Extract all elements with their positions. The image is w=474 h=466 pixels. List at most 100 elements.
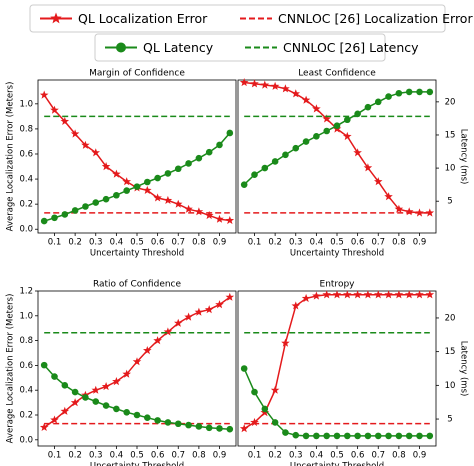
marker: [205, 424, 213, 432]
marker: [92, 199, 100, 206]
marker: [226, 425, 234, 433]
x-tick-label: 0.2: [268, 451, 282, 461]
marker: [333, 122, 341, 130]
marker: [91, 385, 100, 394]
marker: [374, 98, 382, 106]
marker: [204, 210, 214, 220]
x-tick-label: 0.5: [130, 238, 144, 248]
marker: [313, 132, 320, 140]
marker: [425, 290, 435, 299]
plot-frame: [37, 290, 237, 447]
marker: [40, 217, 48, 225]
marker: [271, 158, 279, 165]
marker: [415, 290, 424, 299]
marker: [153, 336, 162, 345]
marker: [143, 346, 152, 355]
marker: [215, 300, 224, 309]
marker: [384, 290, 393, 299]
x-tick-label: 0.7: [371, 238, 385, 248]
y2-tick-label: 15: [445, 130, 456, 140]
x-tick-label: 0.8: [192, 451, 206, 461]
marker: [226, 129, 234, 137]
marker: [113, 191, 120, 199]
x-tick-label: 0.3: [289, 238, 303, 248]
legend-label: CNNLOC [26] Latency: [283, 40, 419, 55]
marker: [270, 385, 280, 394]
marker: [404, 207, 414, 216]
x-tick-label: 0.4: [310, 451, 324, 461]
x-tick-label: 0.5: [330, 451, 344, 461]
marker: [395, 432, 403, 440]
marker: [405, 88, 413, 96]
marker: [194, 307, 204, 316]
marker: [395, 89, 403, 97]
marker: [133, 183, 141, 190]
subplot-title: Least Confidence: [298, 69, 376, 79]
marker: [184, 312, 193, 321]
x-tick-label: 0.3: [89, 451, 103, 461]
x-tick-label: 0.8: [392, 451, 406, 461]
x-axis-label: Uncertainty Threshold: [290, 462, 384, 466]
y-tick-label: 0.0: [19, 435, 33, 445]
marker: [344, 116, 351, 124]
marker: [82, 203, 89, 210]
x-tick-label: 0.9: [413, 238, 427, 248]
marker: [143, 185, 152, 194]
marker: [250, 79, 259, 88]
series-line: [243, 91, 430, 186]
y2-axis-label: Latency (ms): [459, 129, 469, 185]
marker: [225, 292, 235, 301]
marker: [282, 429, 289, 436]
y-tick-label: 1.0: [19, 99, 33, 109]
marker: [239, 78, 249, 87]
x-tick-label: 0.2: [68, 451, 82, 461]
marker: [112, 169, 121, 178]
marker: [302, 138, 310, 145]
x-tick-label: 0.8: [392, 238, 406, 248]
x-tick-label: 0.3: [89, 238, 103, 248]
legend-label: QL Localization Error: [78, 11, 208, 26]
y-tick-label: 0.8: [19, 124, 33, 134]
marker: [270, 81, 280, 90]
marker: [251, 171, 258, 179]
x-tick-label: 0.2: [268, 238, 282, 248]
marker: [174, 199, 183, 208]
marker: [301, 293, 311, 303]
marker: [416, 432, 423, 440]
marker: [216, 141, 223, 149]
x-axis-label: Uncertainty Threshold: [90, 462, 184, 466]
marker: [240, 181, 248, 188]
x-tick-label: 0.4: [110, 238, 124, 248]
marker: [144, 414, 151, 421]
marker: [144, 178, 151, 186]
marker: [163, 195, 173, 204]
marker: [374, 290, 383, 299]
marker: [261, 164, 269, 172]
series-line: [43, 364, 230, 430]
marker: [163, 327, 173, 336]
marker: [71, 388, 79, 396]
y-tick-label: 0.6: [19, 149, 33, 159]
y2-tick-label: 10: [445, 381, 456, 391]
y2-tick-label: 15: [445, 347, 456, 357]
marker: [164, 419, 172, 426]
x-tick-label: 0.7: [171, 451, 185, 461]
marker: [215, 214, 224, 223]
marker: [312, 104, 321, 113]
marker: [426, 88, 434, 96]
marker: [132, 357, 142, 366]
x-tick-label: 0.5: [330, 238, 344, 248]
x-tick-label: 0.6: [151, 451, 165, 461]
marker: [292, 144, 300, 152]
y2-tick-label: 20: [445, 313, 456, 323]
legend-box: [94, 33, 386, 62]
marker: [40, 361, 48, 369]
series-line: [244, 81, 430, 214]
subplot-title: Ratio of Confidence: [93, 280, 182, 290]
x-tick-label: 0.1: [248, 238, 262, 248]
marker: [385, 432, 392, 440]
x-axis-label: Uncertainty Threshold: [90, 249, 184, 259]
marker: [363, 163, 373, 172]
x-tick-label: 0.8: [192, 238, 206, 248]
